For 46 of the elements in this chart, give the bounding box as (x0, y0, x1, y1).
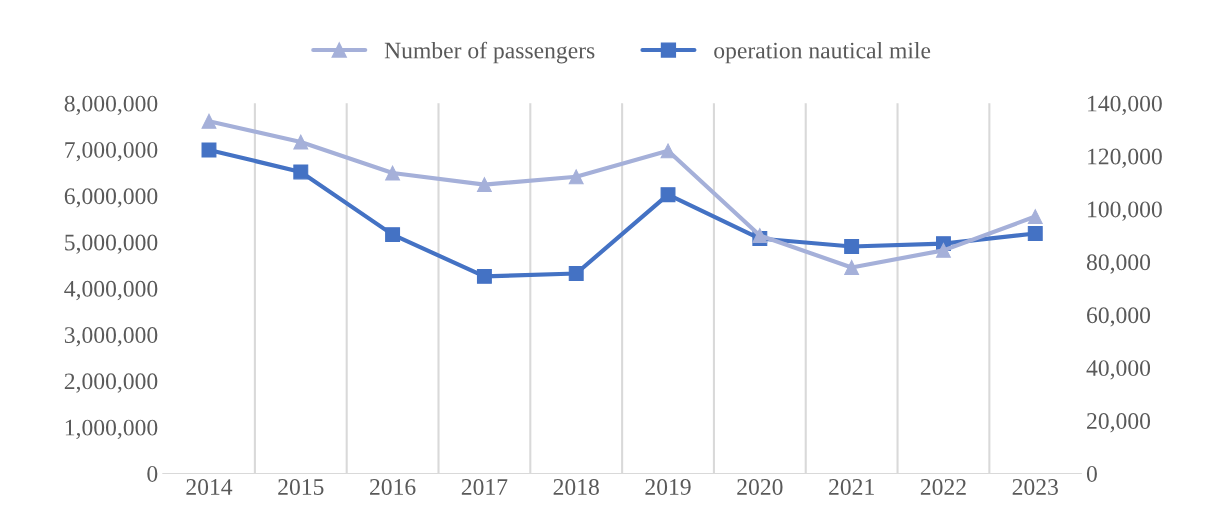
point (844, 239, 860, 254)
point (935, 242, 951, 258)
point (568, 169, 584, 185)
y-tick-label: 7,000,000 (65, 141, 158, 162)
y-tick-label: 6,000,000 (64, 188, 158, 208)
point (476, 268, 492, 284)
y-tick-label: 3,000,000 (64, 327, 158, 347)
y-tick-label: 1,000,000 (65, 419, 158, 439)
point (660, 143, 676, 159)
x-tick-label: 2015 (278, 479, 324, 495)
point (568, 266, 584, 281)
point (293, 134, 309, 150)
y2-tick-label: 60,000 (1087, 307, 1151, 327)
y-tick-label: 8,000,000 (64, 95, 158, 115)
x-tick-label: 2019 (645, 479, 691, 495)
point (1027, 226, 1043, 242)
x-tick-label: 2021 (829, 479, 874, 495)
y2-tick-label: 40,000 (1086, 360, 1151, 380)
y-tick-label: 4,000,000 (64, 280, 158, 301)
y-tick-label: 5,000,000 (65, 234, 158, 254)
y2-tick-label: 0 (1086, 465, 1097, 482)
point (476, 177, 492, 193)
y2-tick-label: 140,000 (1088, 95, 1162, 115)
y2-tick-label: 20,000 (1087, 413, 1151, 433)
point (1027, 209, 1043, 225)
x-tick-label: 2014 (186, 479, 233, 495)
point (385, 165, 401, 181)
x-tick-label: 2018 (553, 479, 599, 495)
y2-tick-label: 100,000 (1088, 201, 1162, 221)
point (201, 113, 217, 129)
x-tick-label: 2022 (920, 479, 966, 495)
point (844, 260, 860, 275)
x-tick-label: 2017 (461, 479, 508, 495)
point (385, 227, 401, 243)
y2-tick-label: 120,000 (1088, 148, 1162, 168)
y2-tick-label: 80,000 (1086, 254, 1151, 274)
x-tick-label: 2023 (1012, 479, 1058, 495)
y-tick-label: 0 (147, 465, 158, 482)
point (293, 164, 309, 180)
legend-label: Number of passengers (384, 41, 595, 64)
point (752, 228, 768, 243)
y-tick-label: 2,000,000 (64, 373, 158, 393)
legend-label: operation nautical mile (714, 41, 931, 64)
x-tick-label: 2016 (370, 479, 416, 495)
point (660, 187, 676, 203)
x-tick-label: 2020 (737, 479, 783, 495)
